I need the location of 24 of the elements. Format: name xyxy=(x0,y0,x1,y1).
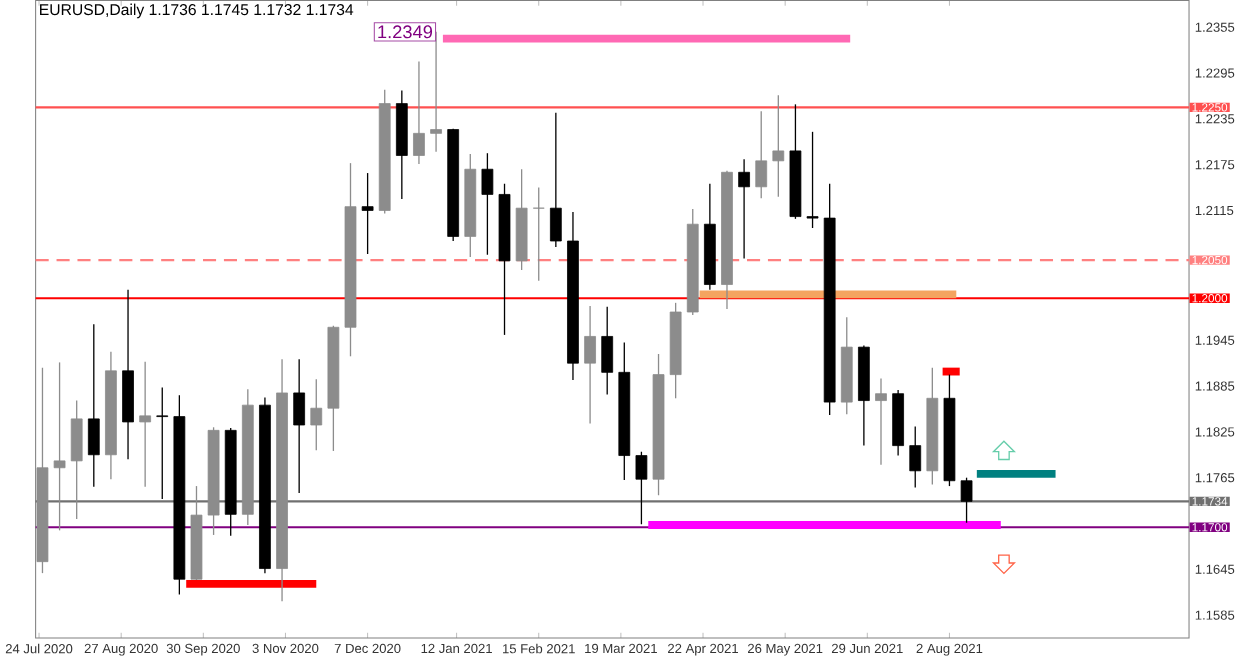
candlestick xyxy=(532,186,545,281)
annotation: 1.2349 xyxy=(378,24,433,38)
candlestick xyxy=(635,450,648,525)
candlestick xyxy=(875,377,887,465)
candlestick xyxy=(738,158,750,259)
candlestick xyxy=(549,111,562,248)
candlestick xyxy=(293,358,306,494)
candlestick xyxy=(960,476,973,523)
candlestick xyxy=(156,386,169,500)
candlestick xyxy=(70,399,83,520)
candlestick xyxy=(584,304,596,424)
candlestick xyxy=(413,60,425,165)
candlestick xyxy=(53,361,66,531)
candlestick xyxy=(310,378,323,451)
candlestick xyxy=(430,30,442,152)
candlestick xyxy=(601,305,614,395)
candlestick xyxy=(772,94,785,197)
candlestick xyxy=(909,425,922,488)
candlestick xyxy=(361,171,374,255)
candlestick xyxy=(139,360,152,488)
candlestick xyxy=(755,110,768,199)
candlestick xyxy=(87,323,100,488)
candlestick xyxy=(481,152,494,255)
candlestick xyxy=(806,130,819,229)
